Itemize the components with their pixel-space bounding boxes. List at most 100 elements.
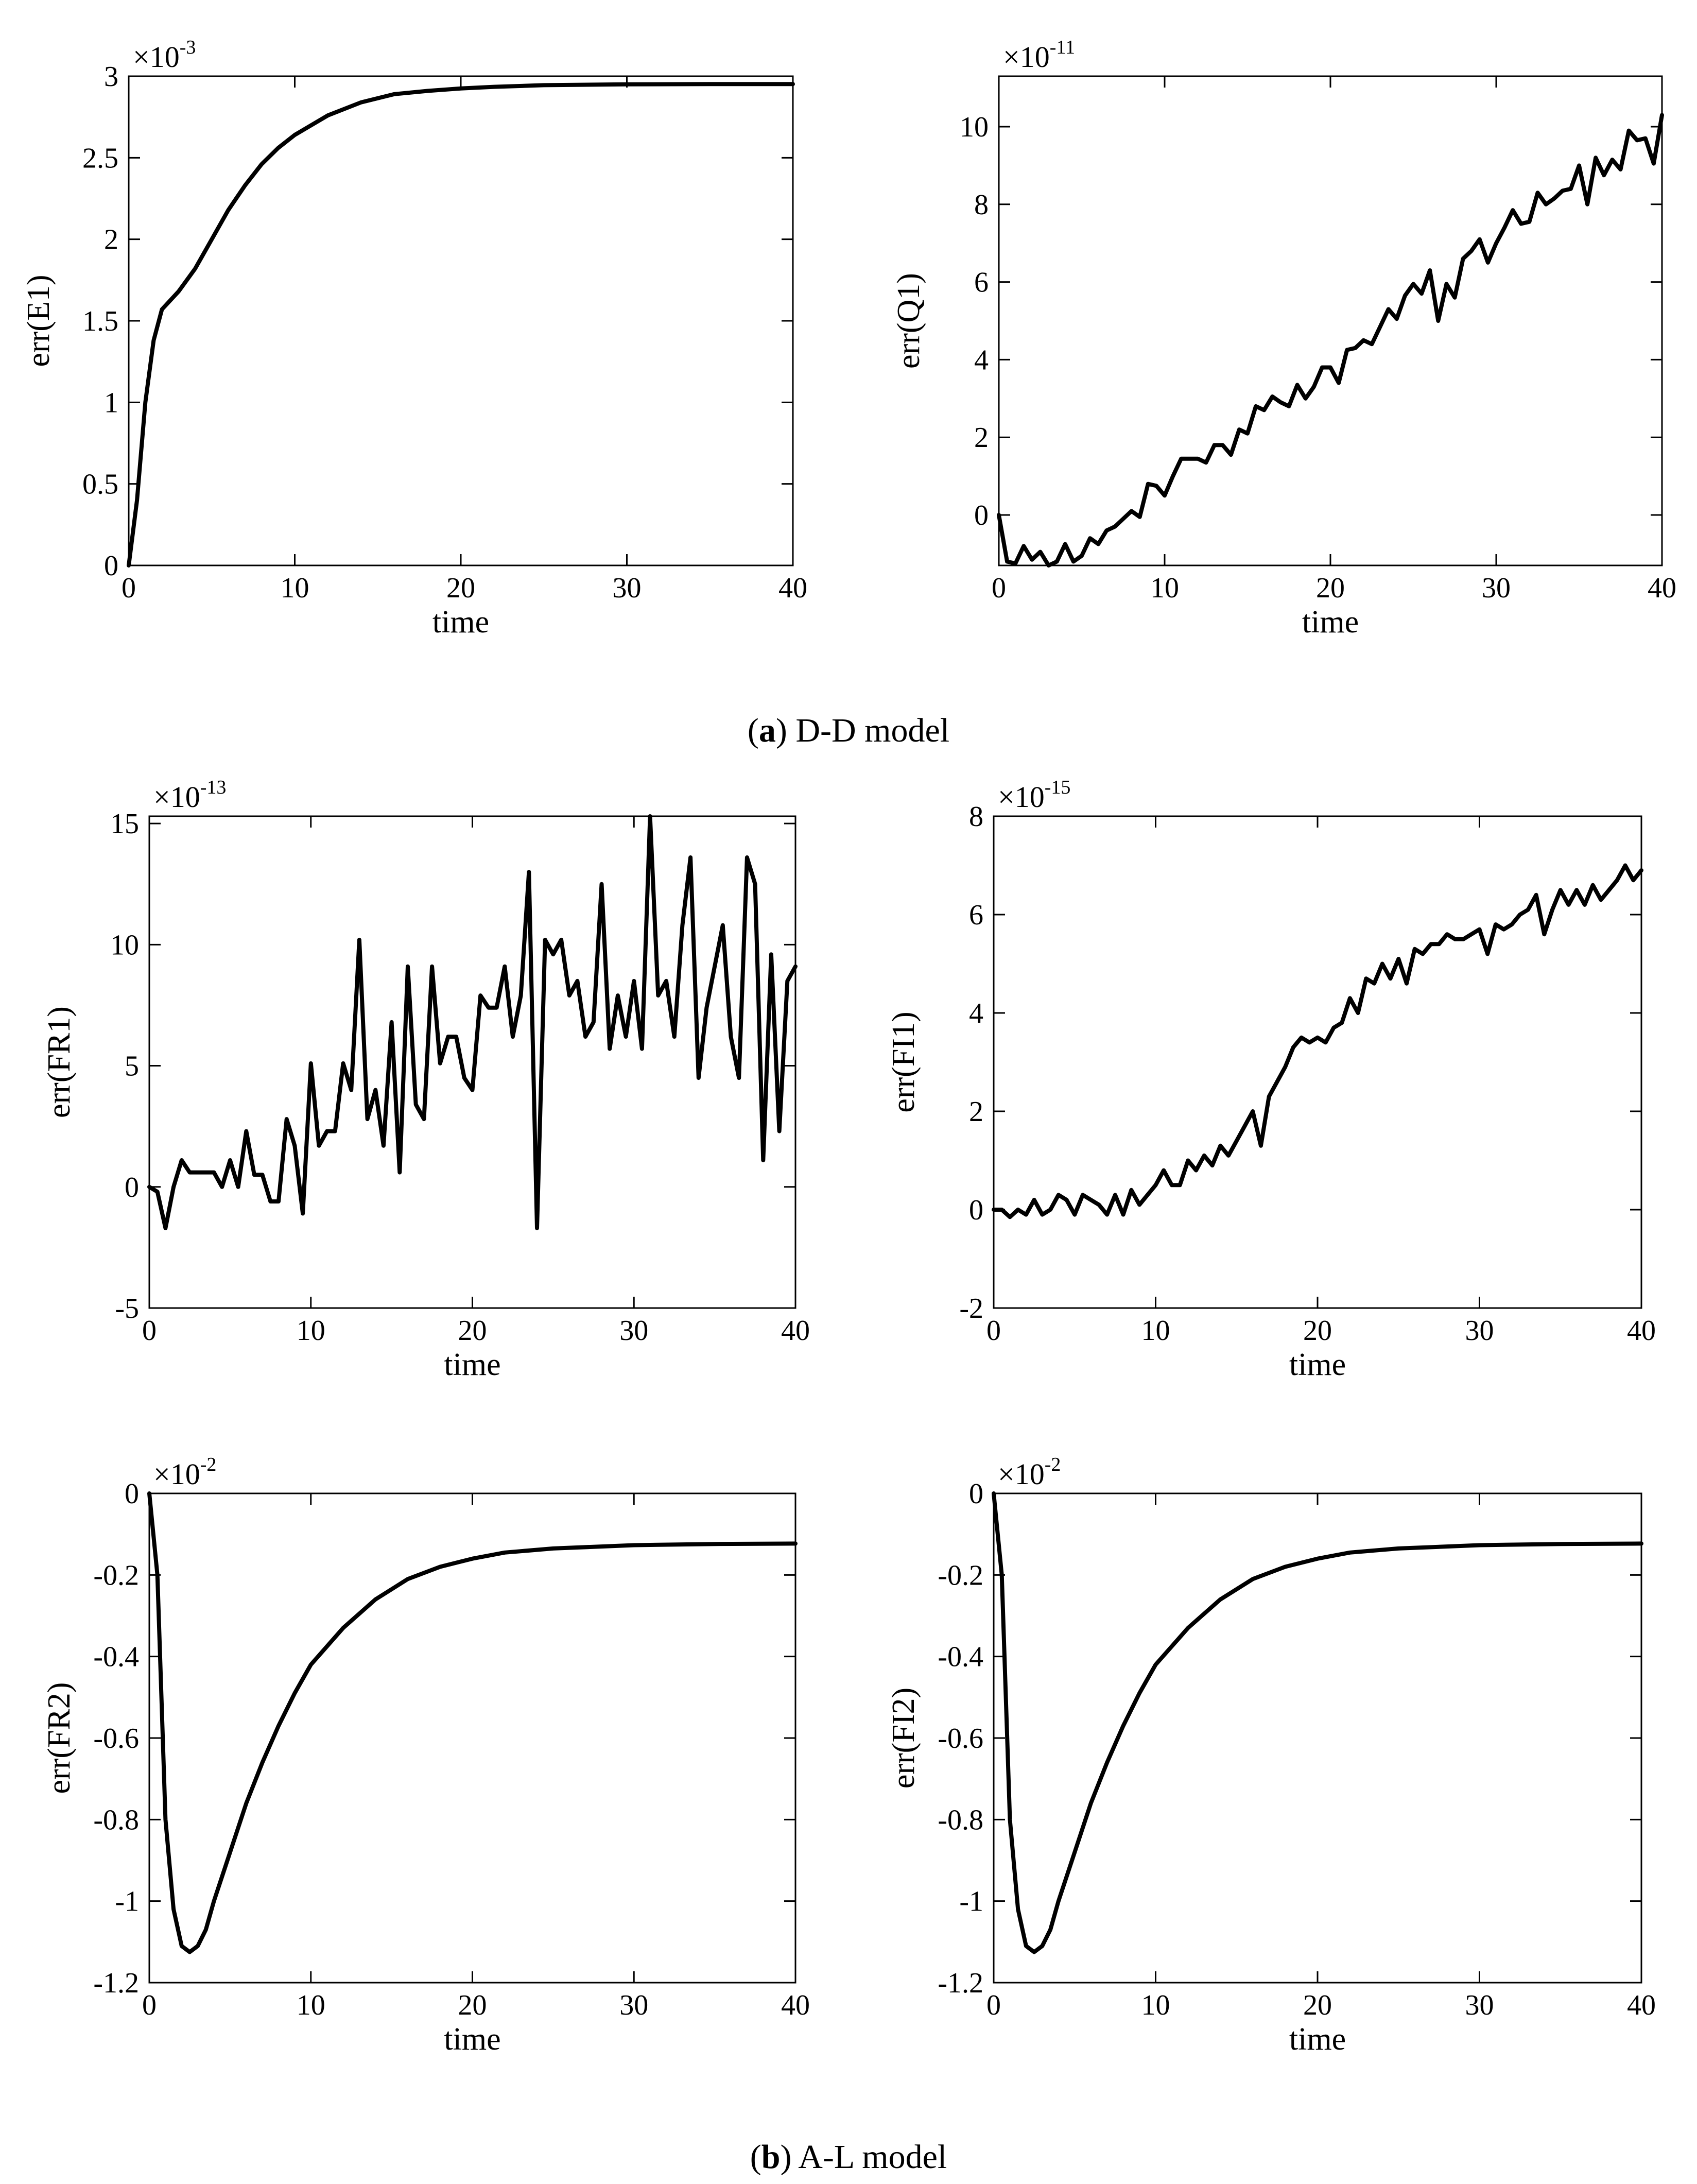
y-tick-label: 4 <box>974 344 989 376</box>
y-tick-label: 0 <box>125 1172 139 1203</box>
y-tick-label: 0 <box>969 1194 983 1226</box>
x-tick-label: 40 <box>1627 1315 1656 1347</box>
x-tick-label: 40 <box>778 572 807 604</box>
y-tick-label: 2 <box>969 1096 983 1128</box>
y-axis-label-fr1: err(FR1) <box>42 1006 77 1118</box>
x-tick-label: 20 <box>1303 1315 1332 1347</box>
y-axis-label-e1: err(E1) <box>21 275 56 367</box>
chart-fi2: 0 10 20 30 40 -1.2 -1 -0.8 -0.6 -0.4 -0.2 0 ×10-2 tim… <box>886 1454 1656 2057</box>
x-tick-label: 10 <box>1150 572 1179 604</box>
x-tick-label: 40 <box>781 1315 810 1347</box>
caption-a-letter: a <box>759 712 776 749</box>
series-line-fi2 <box>992 1491 1643 1954</box>
exponent-power: -2 <box>1045 1454 1061 1475</box>
series-line-fi1 <box>992 863 1643 1219</box>
x-tick-label: 0 <box>142 1315 157 1347</box>
x-tick-label: 10 <box>1141 1989 1170 2021</box>
y-tick-label: 0 <box>125 1478 139 1510</box>
y-tick-label: 5 <box>125 1051 139 1082</box>
y-tick-label: -1 <box>115 1886 139 1918</box>
x-tick-label: 10 <box>1141 1315 1170 1347</box>
y-tick-label: 2 <box>974 422 989 454</box>
y-tick-label: 2.5 <box>82 142 118 174</box>
exponent-label-fr1: ×10-13 <box>153 777 226 814</box>
exponent-power: -11 <box>1050 37 1075 58</box>
y-axis-label-q1: err(Q1) <box>891 273 926 369</box>
x-tick-label: 30 <box>1465 1315 1494 1347</box>
series-line-fr2 <box>147 1491 798 1954</box>
exponent-power: -3 <box>180 37 196 58</box>
y-tick-label: -0.6 <box>938 1723 983 1755</box>
chart-fr2: 0 10 20 30 40 -1.2 -1 -0.8 -0.6 -0.4 -0.2 0 ×10-2 tim… <box>42 1454 810 2057</box>
y-tick-label: 6 <box>969 899 983 931</box>
x-tick-label: 10 <box>281 572 309 604</box>
x-axis-label-q1: time <box>1302 605 1359 640</box>
y-tick-label: 0 <box>974 500 989 531</box>
y-tick-label: -1.2 <box>938 1967 983 1999</box>
exponent-label-fr2: ×10-2 <box>153 1454 216 1491</box>
y-tick-label: 1.5 <box>82 305 118 337</box>
x-axis-label-fr2: time <box>444 2022 500 2057</box>
x-axis-label-e1: time <box>432 605 489 640</box>
exponent-base: ×10 <box>1003 40 1050 74</box>
exponent-base: ×10 <box>133 40 180 74</box>
x-tick-label: 20 <box>446 572 475 604</box>
y-tick-label: 0.5 <box>82 469 118 501</box>
y-tick-label: 6 <box>974 267 989 299</box>
exponent-label-fi2: ×10-2 <box>998 1454 1061 1491</box>
x-tick-label: 10 <box>297 1989 325 2021</box>
x-tick-label: 40 <box>781 1989 810 2021</box>
caption-b-letter: b <box>761 2138 781 2176</box>
y-axis-label-fi1: err(FI1) <box>886 1011 921 1112</box>
exponent-base: ×10 <box>998 1457 1045 1491</box>
y-tick-label: -0.2 <box>93 1559 139 1591</box>
y-tick-label: -0.6 <box>93 1723 139 1755</box>
exponent-base: ×10 <box>998 780 1045 814</box>
x-tick-label: 30 <box>613 572 642 604</box>
x-axis-label-fr1: time <box>444 1347 500 1382</box>
caption-b: (b) A-L model <box>750 2138 947 2176</box>
exponent-power: -2 <box>200 1454 217 1475</box>
x-tick-label: 30 <box>619 1315 648 1347</box>
x-tick-label: 30 <box>619 1989 648 2021</box>
x-tick-label: 40 <box>1627 1989 1656 2021</box>
y-tick-label: 10 <box>960 111 989 143</box>
exponent-label-q1: ×10-11 <box>1003 37 1075 74</box>
series-line-e1 <box>127 82 795 568</box>
y-tick-label: 8 <box>969 801 983 833</box>
y-tick-label: -1 <box>959 1886 983 1918</box>
caption-b-text: A-L model <box>798 2138 947 2176</box>
x-tick-label: 20 <box>1316 572 1345 604</box>
x-axis-label-fi1: time <box>1289 1347 1346 1382</box>
y-tick-label: -0.4 <box>93 1641 139 1673</box>
exponent-label-e1: ×10-3 <box>133 37 196 74</box>
x-axis-label-fi2: time <box>1289 2022 1346 2057</box>
x-tick-label: 30 <box>1482 572 1511 604</box>
y-tick-label: -0.4 <box>938 1641 983 1673</box>
chart-q1: 0 10 20 30 40 0 2 4 6 8 10 ×10-11 time err(Q1) <box>891 37 1676 640</box>
y-tick-label: -0.2 <box>938 1559 983 1591</box>
y-axis-label-fr2: err(FR2) <box>42 1682 77 1794</box>
x-tick-label: 20 <box>458 1989 487 2021</box>
y-tick-label: 10 <box>110 929 139 961</box>
x-tick-label: 0 <box>992 572 1006 604</box>
y-tick-label: 4 <box>969 998 983 1029</box>
x-tick-label: 30 <box>1465 1989 1494 2021</box>
x-tick-label: 10 <box>297 1315 325 1347</box>
y-tick-label: 3 <box>104 61 118 93</box>
y-tick-label: -5 <box>115 1293 139 1325</box>
x-tick-label: 0 <box>142 1989 157 2021</box>
y-tick-label: 0 <box>969 1478 983 1510</box>
y-tick-label: 1 <box>104 387 118 419</box>
series-line-q1 <box>997 113 1664 568</box>
y-tick-label: -1.2 <box>93 1967 139 1999</box>
caption-a: (a) D-D model <box>748 712 949 749</box>
chart-e1: 0 10 20 30 40 0 0.5 1 1.5 2 2.5 3 ×10-3 time err(E1) <box>21 37 807 640</box>
x-tick-label: 0 <box>986 1989 1001 2021</box>
y-tick-label: 15 <box>110 808 139 840</box>
x-tick-label: 40 <box>1648 572 1676 604</box>
x-tick-label: 0 <box>122 572 136 604</box>
